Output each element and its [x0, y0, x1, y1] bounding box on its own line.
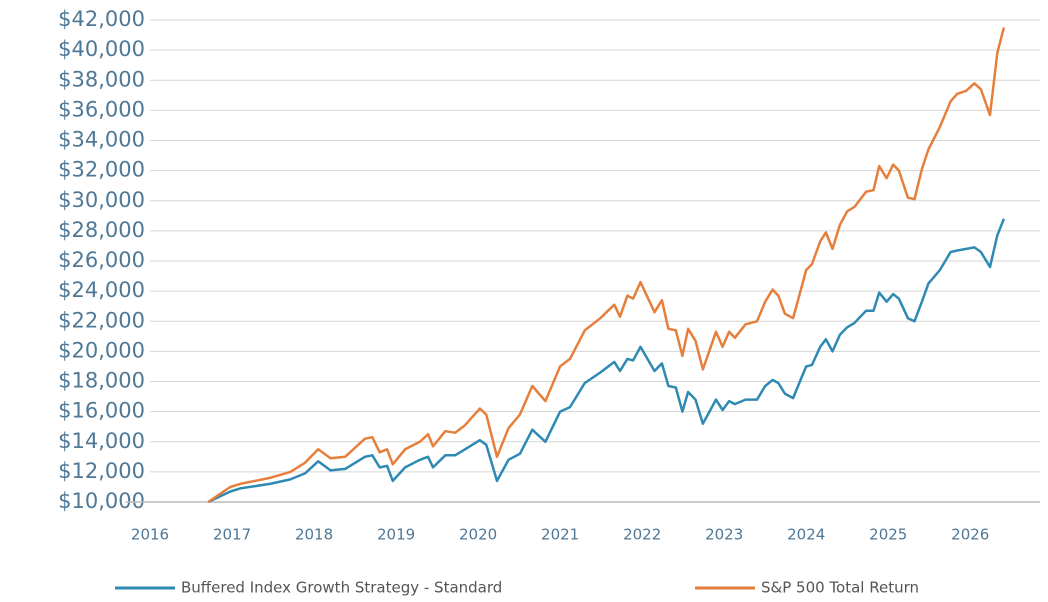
y-tick-label: $22,000: [58, 308, 145, 332]
x-tick-label: 2023: [705, 526, 743, 544]
x-tick-label: 2019: [377, 526, 415, 544]
series-line: [207, 218, 1006, 504]
y-tick-label: $10,000: [58, 489, 145, 513]
y-tick-label: $14,000: [58, 429, 145, 453]
series-line: [207, 27, 1006, 504]
x-tick-label: 2016: [131, 526, 169, 544]
y-tick-label: $42,000: [58, 7, 145, 31]
x-tick-label: 2026: [951, 526, 989, 544]
y-tick-label: $16,000: [58, 399, 145, 423]
x-tick-label: 2022: [623, 526, 661, 544]
y-tick-label: $34,000: [58, 128, 145, 152]
y-tick-label: $32,000: [58, 158, 145, 182]
x-tick-label: 2024: [787, 526, 825, 544]
legend-label: Buffered Index Growth Strategy - Standar…: [181, 579, 502, 597]
y-tick-label: $38,000: [58, 67, 145, 91]
y-tick-label: $40,000: [58, 37, 145, 61]
x-tick-label: 2025: [869, 526, 907, 544]
x-tick-label: 2020: [459, 526, 497, 544]
y-tick-label: $18,000: [58, 369, 145, 393]
y-tick-label: $28,000: [58, 218, 145, 242]
x-tick-label: 2018: [295, 526, 333, 544]
legend-label: S&P 500 Total Return: [761, 579, 919, 597]
y-tick-label: $20,000: [58, 338, 145, 362]
y-tick-label: $30,000: [58, 188, 145, 212]
x-tick-label: 2017: [213, 526, 251, 544]
y-tick-label: $36,000: [58, 97, 145, 121]
y-tick-label: $12,000: [58, 459, 145, 483]
x-tick-label: 2021: [541, 526, 579, 544]
y-tick-label: $24,000: [58, 278, 145, 302]
y-tick-label: $26,000: [58, 248, 145, 272]
